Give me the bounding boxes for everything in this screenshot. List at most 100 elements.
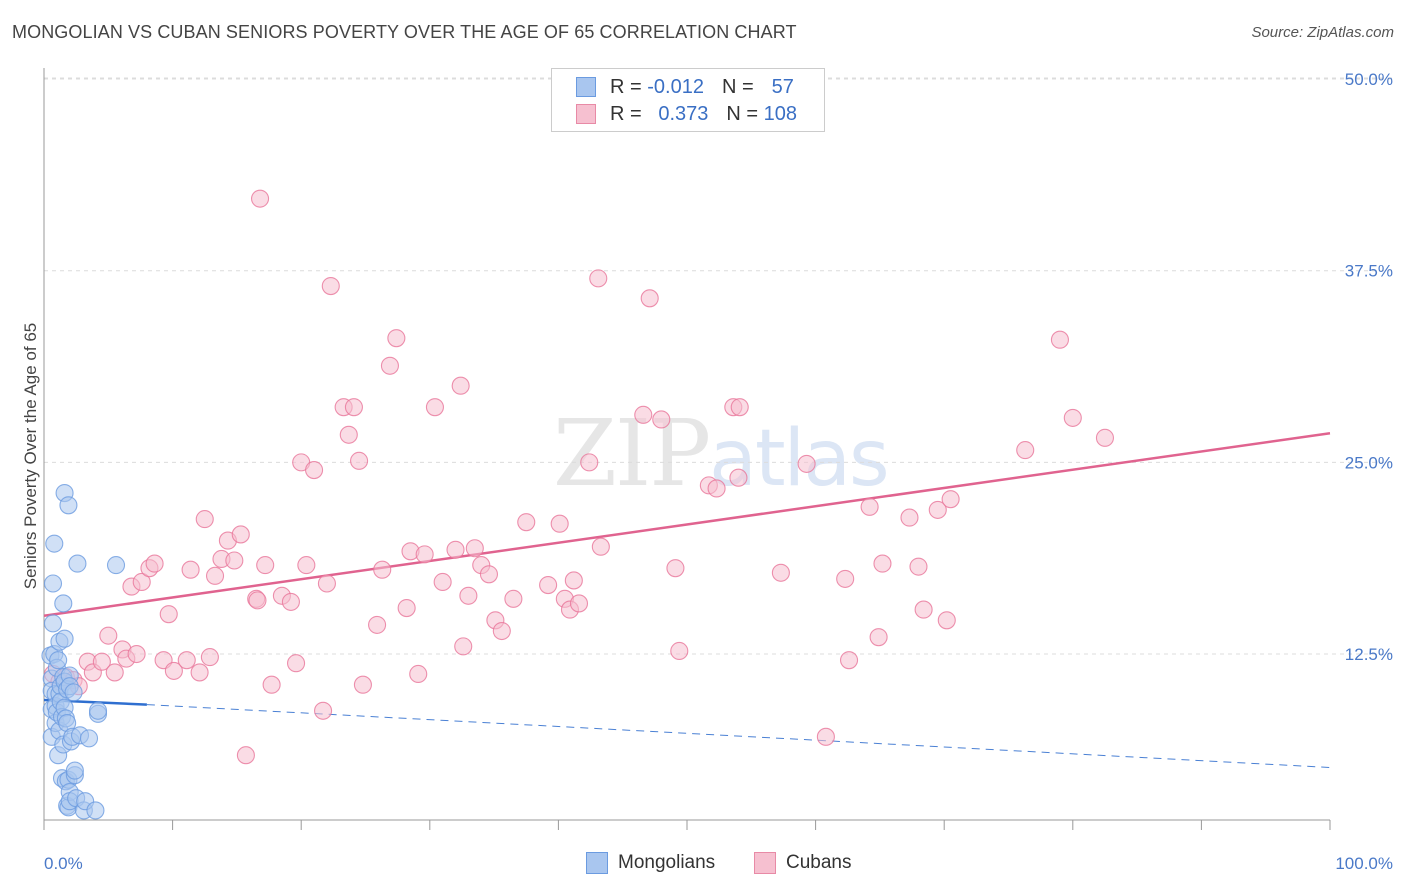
cubans-point xyxy=(539,575,558,595)
cubans-point xyxy=(1050,330,1069,349)
cubans-swatch xyxy=(576,104,596,124)
n-value: 108 xyxy=(763,102,798,125)
chart-title: MONGOLIAN VS CUBAN SENIORS POVERTY OVER … xyxy=(12,22,797,42)
cubans-point xyxy=(92,652,111,671)
y-tick-label: 37.5% xyxy=(1345,262,1393,281)
cubans-point xyxy=(373,560,392,579)
r-value: 0.373 xyxy=(658,102,709,125)
cubans-point xyxy=(409,664,428,684)
cubans-point xyxy=(297,556,316,575)
y-tick-label: 25.0% xyxy=(1345,453,1393,472)
mongolians-point xyxy=(45,534,64,553)
cubans-point xyxy=(205,566,225,585)
cubans-point xyxy=(479,565,499,584)
cubans-point xyxy=(314,701,333,720)
cubans-point xyxy=(928,500,947,519)
cubans-point xyxy=(287,654,306,673)
cubans-point xyxy=(105,663,124,682)
cubans-point xyxy=(262,675,281,694)
cubans-point xyxy=(317,574,336,593)
cubans-point xyxy=(1016,441,1035,460)
cubans-point xyxy=(569,594,589,613)
cubans-point xyxy=(550,514,569,533)
cubans-point xyxy=(132,572,151,592)
cubans-point xyxy=(281,592,300,611)
cubans-point xyxy=(771,563,790,582)
mongolians-legend-swatch xyxy=(586,852,608,874)
mongolians-point xyxy=(43,614,63,633)
cubans-point xyxy=(580,453,599,472)
cubans-point xyxy=(454,637,473,656)
cubans-point xyxy=(1063,408,1082,427)
cubans-point xyxy=(190,663,209,682)
cubans-point xyxy=(909,557,928,576)
cubans-point xyxy=(937,611,956,630)
cubans-point xyxy=(225,551,244,570)
cubans-trend-line xyxy=(43,432,1331,617)
mongolians-point xyxy=(65,761,84,780)
cubans-point xyxy=(99,626,118,645)
y-tick-label: 50.0% xyxy=(1345,70,1393,89)
mongolians-trend-line-dashed xyxy=(146,704,1331,769)
mongolians-point xyxy=(49,651,68,670)
cubans-point xyxy=(368,615,387,634)
legend-row-mongolians: R = -0.012 N = 57 xyxy=(576,75,794,99)
cubans-point xyxy=(159,605,178,624)
data-points xyxy=(41,189,1114,820)
x-tick-label: 0.0% xyxy=(44,854,83,873)
y-axis-label: Seniors Poverty Over the Age of 65 xyxy=(21,323,40,589)
cubans-point xyxy=(380,356,399,375)
cubans-point xyxy=(860,497,879,516)
cubans-point xyxy=(339,425,358,444)
r-value: -0.012 xyxy=(647,75,704,98)
cubans-point xyxy=(387,329,406,348)
gridlines xyxy=(44,77,1394,655)
cubans-point xyxy=(839,651,859,670)
cubans-point xyxy=(353,675,372,694)
cubans-point xyxy=(1095,428,1114,447)
x-tick-label: 100.0% xyxy=(1335,854,1393,873)
correlation-legend: R = -0.012 N = 57 R = 0.373 N = 108 xyxy=(551,68,825,132)
cubans-point xyxy=(415,545,434,564)
cubans-point xyxy=(321,276,340,296)
cubans-point xyxy=(200,648,219,667)
cubans-point xyxy=(634,405,653,424)
cubans-point xyxy=(640,289,659,308)
cubans-point xyxy=(236,746,255,765)
cubans-point xyxy=(350,451,369,470)
mongolians-legend-label: Mongolians xyxy=(618,852,716,873)
source-credit: Source: ZipAtlas.com xyxy=(1251,24,1394,41)
cubans-point xyxy=(729,468,748,487)
legend-row-cubans: R = 0.373 N = 108 xyxy=(576,102,797,126)
cubans-point xyxy=(873,554,892,573)
mongolians-point xyxy=(88,701,108,720)
cubans-point xyxy=(248,591,267,610)
cubans-point xyxy=(164,661,183,680)
tick-labels: 12.5% 25.0% 37.5% 50.0% 0.0% 100.0% xyxy=(44,70,1393,873)
cubans-point xyxy=(492,621,511,641)
cubans-point xyxy=(195,510,214,529)
axes xyxy=(43,68,1331,830)
cubans-point xyxy=(564,571,583,590)
legend-item-mongolians: Mongolians xyxy=(586,852,715,874)
cubans-point xyxy=(666,559,685,578)
trend-lines xyxy=(43,432,1331,769)
mongolians-point xyxy=(43,574,63,593)
cubans-point xyxy=(181,560,200,579)
cubans-point xyxy=(869,628,888,647)
cubans-point xyxy=(145,554,164,573)
cubans-point xyxy=(836,569,855,588)
cubans-point xyxy=(451,376,470,395)
r-label: R = xyxy=(610,102,642,125)
cubans-point xyxy=(397,598,416,618)
watermark: ZIPatlas xyxy=(553,400,890,507)
n-value: 57 xyxy=(771,75,794,98)
cubans-point xyxy=(941,490,960,509)
cubans-point xyxy=(670,641,689,661)
cubans-point xyxy=(589,269,608,288)
n-label: N = xyxy=(726,102,759,125)
mongolians-point xyxy=(79,729,99,748)
mongolians-swatch xyxy=(576,77,596,97)
cubans-point xyxy=(425,398,444,417)
